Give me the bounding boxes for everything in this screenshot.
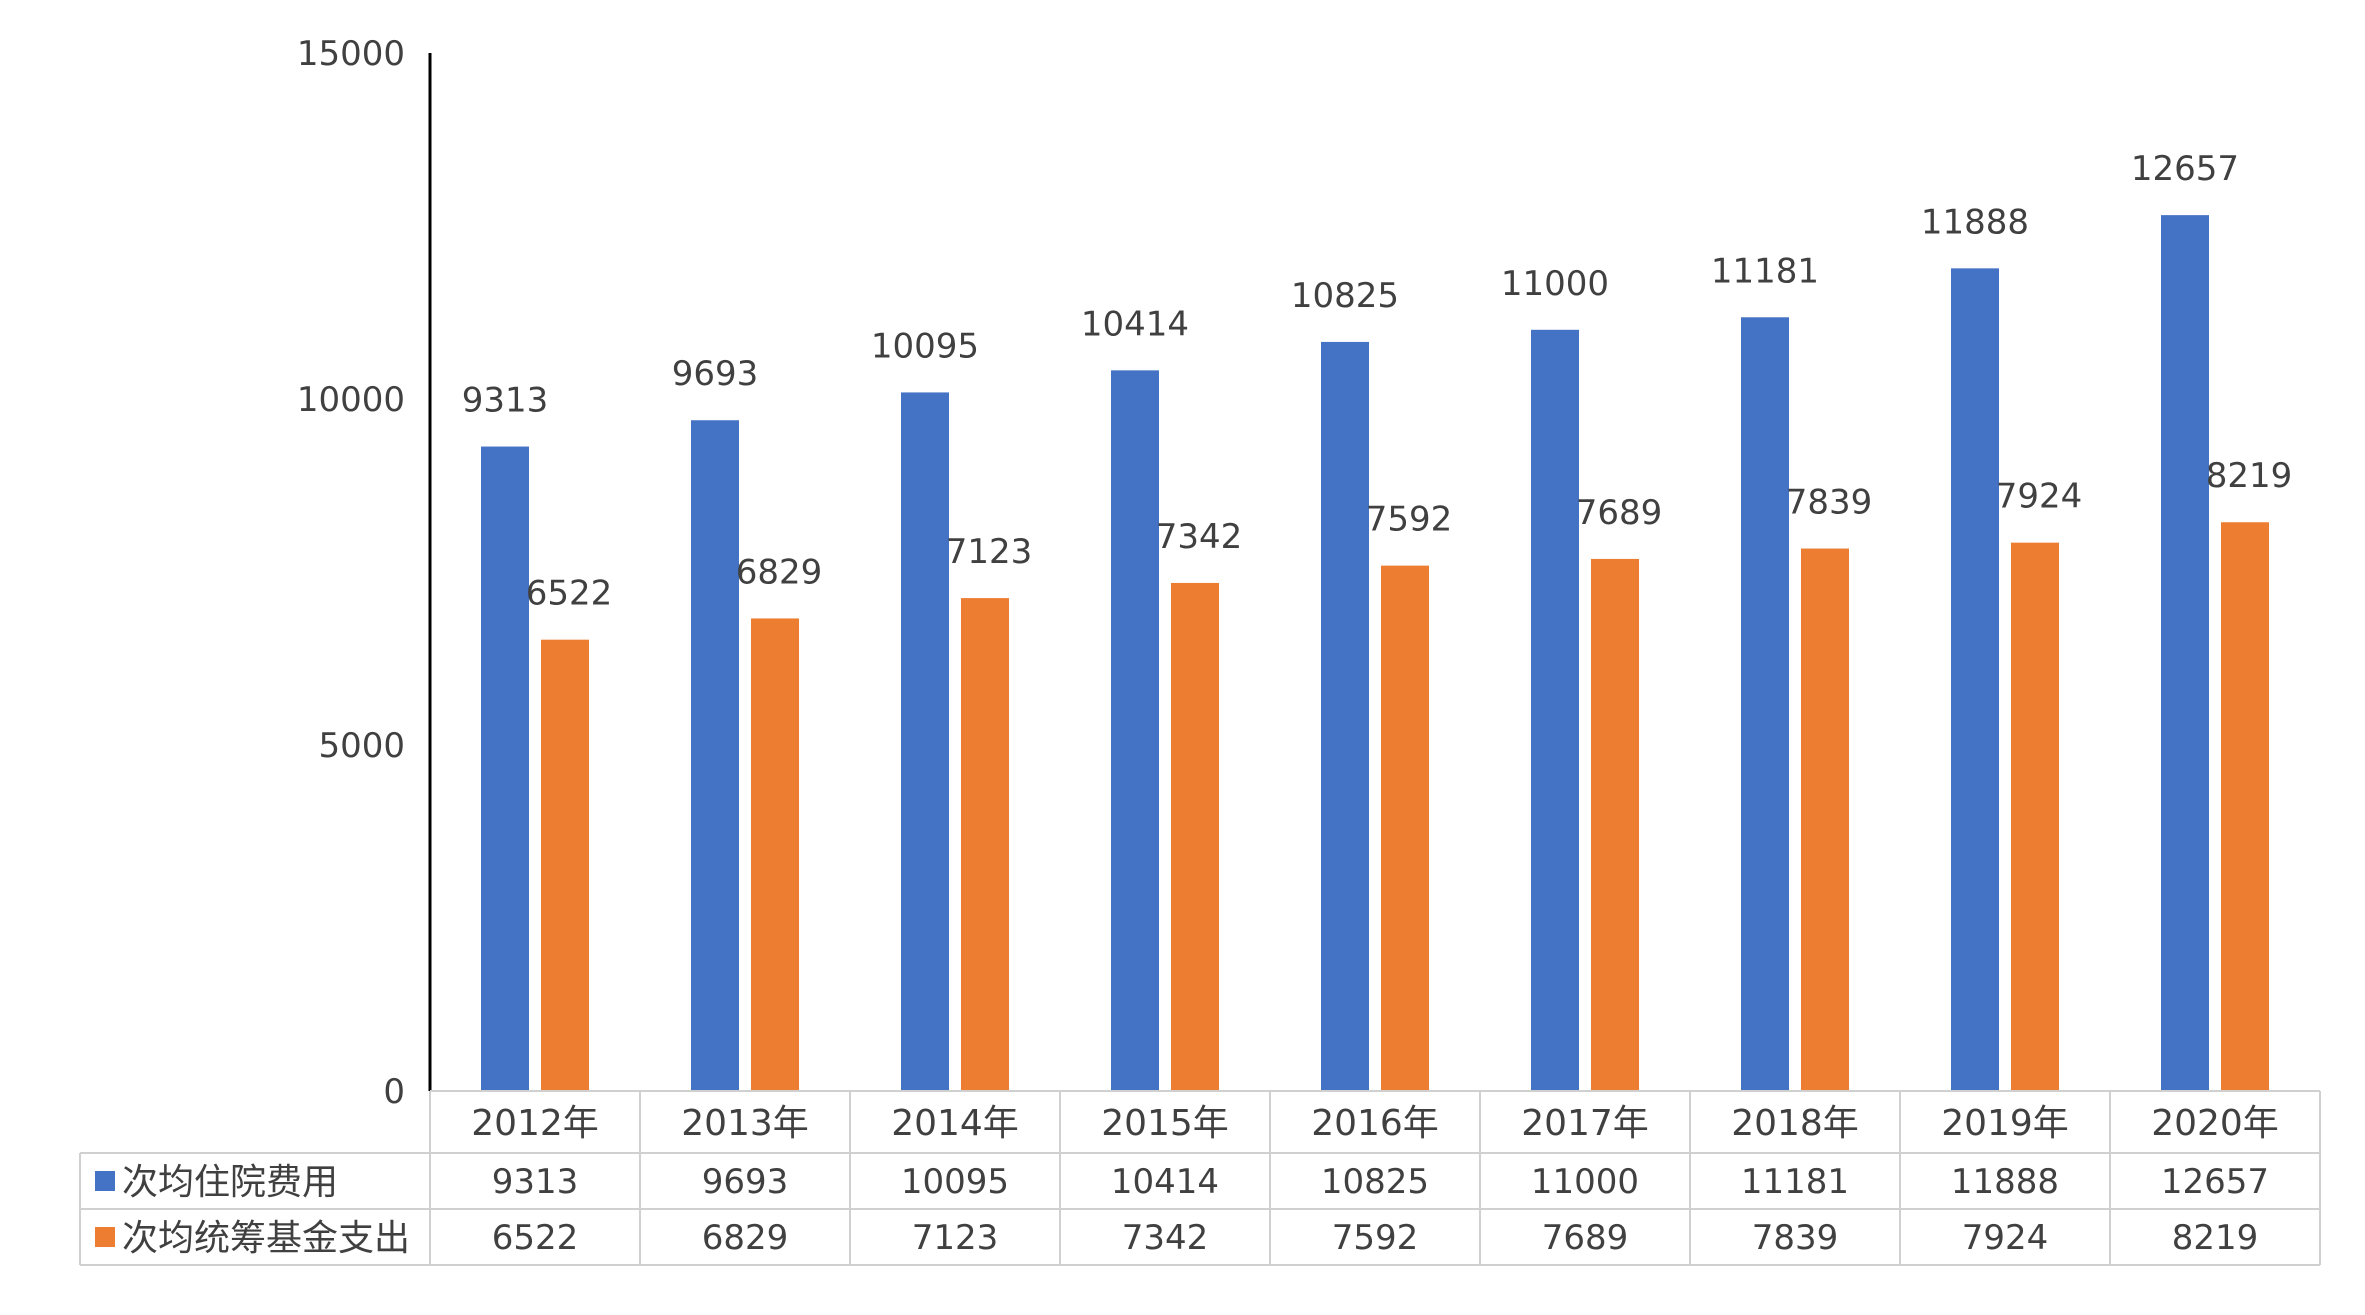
bar-fund-expenditure	[2011, 542, 2059, 1091]
bar-fund-expenditure	[1591, 558, 1639, 1091]
category-label: 2017年	[1521, 1103, 1649, 1144]
table-cell: 9693	[702, 1162, 789, 1202]
bar-fund-expenditure	[751, 618, 799, 1091]
category-label: 2015年	[1101, 1103, 1229, 1144]
table-cell: 10414	[1111, 1162, 1219, 1202]
table-cell: 9313	[492, 1162, 579, 1202]
data-label: 10414	[1081, 304, 1189, 344]
data-label: 9313	[462, 381, 549, 421]
legend-label: 次均住院费用	[122, 1162, 338, 1203]
bar-fund-expenditure	[2221, 522, 2269, 1091]
data-label: 7839	[1786, 483, 1873, 523]
bar-hospitalization-cost	[1531, 329, 1579, 1091]
data-label: 7342	[1156, 517, 1243, 557]
bar-hospitalization-cost	[901, 392, 949, 1091]
category-label: 2016年	[1311, 1103, 1439, 1144]
category-label: 2012年	[471, 1103, 599, 1144]
bar-fund-expenditure	[961, 598, 1009, 1091]
data-label: 10825	[1291, 276, 1399, 316]
bar-hospitalization-cost	[1321, 341, 1369, 1091]
legend-key	[95, 1227, 115, 1247]
data-label: 7123	[946, 532, 1033, 572]
bar-hospitalization-cost	[1741, 317, 1789, 1092]
data-label: 12657	[2131, 149, 2239, 189]
data-label: 9693	[672, 354, 759, 394]
category-label: 2019年	[1941, 1103, 2069, 1144]
y-axis-ticks: 0 5000 10000 15000	[297, 34, 405, 1112]
bar-hospitalization-cost	[2161, 215, 2209, 1091]
bar-fund-expenditure	[1171, 582, 1219, 1091]
table-cell: 7689	[1542, 1218, 1629, 1258]
data-label: 10095	[871, 326, 979, 366]
bar-hospitalization-cost	[1111, 370, 1159, 1091]
table-cell: 7924	[1962, 1218, 2049, 1258]
y-tick-label: 15000	[297, 34, 405, 74]
bar-hospitalization-cost	[691, 420, 739, 1091]
category-label: 2013年	[681, 1103, 809, 1144]
data-label: 8219	[2206, 456, 2293, 496]
table-cell: 6522	[492, 1218, 579, 1258]
bar-hospitalization-cost	[481, 446, 529, 1091]
data-label: 11888	[1921, 202, 2029, 242]
bars: 9313 6522 9693 6829 10095 7123 10414 7342 10825 7…	[462, 149, 2293, 1092]
legend-label: 次均统筹基金支出	[122, 1218, 410, 1259]
data-table: 2012年 2013年 2014年 2015年 2016年 2017年 2018年 2019年…	[79, 1090, 2321, 1266]
table-cell: 12657	[2161, 1162, 2269, 1202]
y-tick-label: 5000	[318, 726, 405, 766]
table-cell: 7342	[1122, 1218, 1209, 1258]
bar-fund-expenditure	[1801, 548, 1849, 1091]
table-cell: 8219	[2172, 1218, 2259, 1258]
y-tick-label: 0	[383, 1072, 405, 1112]
data-label: 7689	[1576, 493, 1663, 533]
bar-fund-expenditure	[1381, 565, 1429, 1091]
bar-hospitalization-cost	[1951, 268, 1999, 1091]
table-cell: 7123	[912, 1218, 999, 1258]
y-tick-label: 10000	[297, 380, 405, 420]
table-cell: 6829	[702, 1218, 789, 1258]
table-cell: 10095	[901, 1162, 1009, 1202]
data-label: 11000	[1501, 264, 1609, 304]
data-label: 11181	[1711, 251, 1819, 291]
table-cell: 10825	[1321, 1162, 1429, 1202]
category-label: 2020年	[2151, 1103, 2279, 1144]
data-label: 7924	[1996, 477, 2083, 517]
table-cell: 11000	[1531, 1162, 1639, 1202]
category-label: 2018年	[1731, 1103, 1859, 1144]
table-cell: 7839	[1752, 1218, 1839, 1258]
bar-fund-expenditure	[541, 639, 589, 1091]
table-cell: 11888	[1951, 1162, 2059, 1202]
table-cell: 11181	[1741, 1162, 1849, 1202]
data-label: 6522	[526, 574, 613, 614]
category-label: 2014年	[891, 1103, 1019, 1144]
data-label: 7592	[1366, 500, 1453, 540]
data-label: 6829	[736, 552, 823, 592]
legend-key	[95, 1171, 115, 1191]
table-cell: 7592	[1332, 1218, 1419, 1258]
